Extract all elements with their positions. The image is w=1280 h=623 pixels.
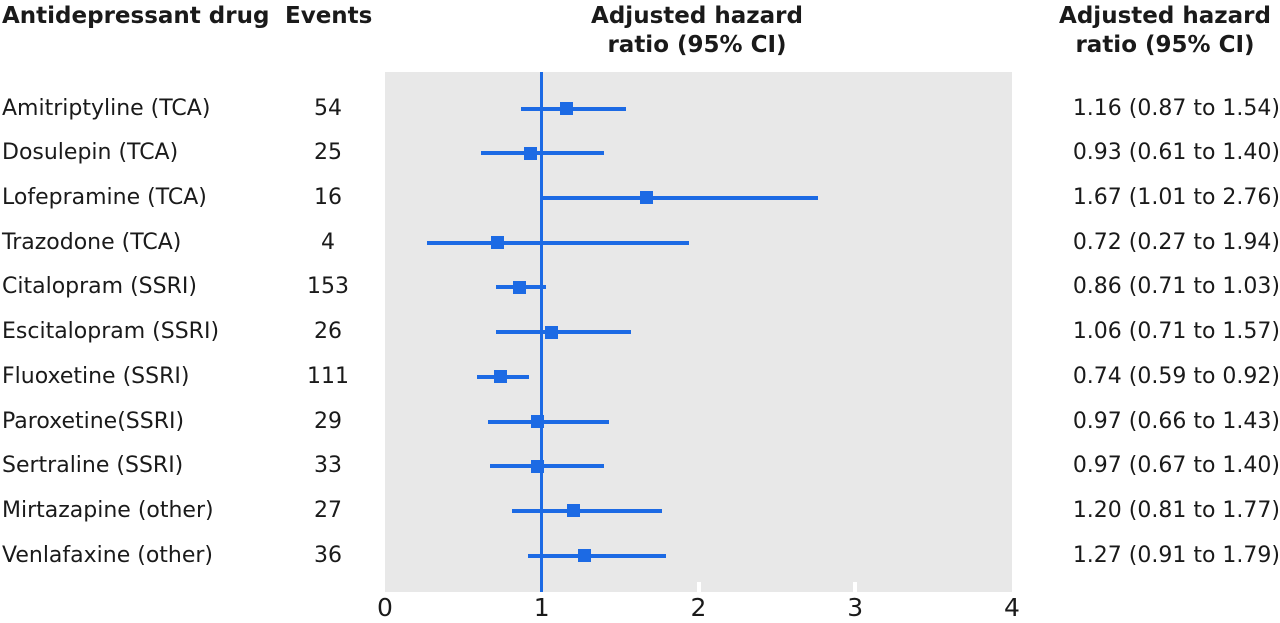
column-header-hazard-ratio-values: Adjusted hazard ratio (95% CI) (1015, 2, 1280, 60)
row-hazard-ratio-value: 0.93 (0.61 to 1.40) (1072, 140, 1280, 166)
row-events-count: 29 (314, 408, 342, 434)
x-tick-mark (853, 582, 858, 592)
confidence-interval-line (521, 106, 627, 111)
confidence-interval-line (496, 330, 632, 335)
values-header-line2: ratio (95% CI) (1075, 32, 1255, 58)
row-drug-label: Lofepramine (TCA) (2, 184, 207, 210)
row-events-count: 4 (321, 229, 335, 255)
row-hazard-ratio-value: 0.86 (0.71 to 1.03) (1072, 274, 1280, 300)
row-hazard-ratio-value: 0.97 (0.67 to 1.40) (1072, 453, 1280, 479)
row-hazard-ratio-value: 0.74 (0.59 to 0.92) (1072, 363, 1280, 389)
row-drug-label: Mirtazapine (other) (2, 497, 214, 523)
plot-header-line1: Adjusted hazard (591, 3, 803, 29)
values-header-line1: Adjusted hazard (1059, 3, 1271, 29)
x-tick-label: 2 (690, 593, 707, 622)
row-drug-label: Citalopram (SSRI) (2, 274, 197, 300)
point-estimate-marker (544, 325, 558, 339)
x-tick-label: 1 (533, 593, 550, 622)
confidence-interval-line (511, 508, 663, 513)
row-drug-label: Sertraline (SSRI) (2, 453, 184, 479)
row-drug-label: Trazodone (TCA) (2, 229, 182, 255)
point-estimate-marker (566, 504, 580, 518)
row-hazard-ratio-value: 1.67 (1.01 to 2.76) (1072, 184, 1280, 210)
row-drug-label: Amitriptyline (TCA) (2, 95, 211, 121)
x-tick-label: 0 (377, 593, 393, 622)
point-estimate-marker (494, 370, 508, 384)
row-events-count: 33 (314, 453, 342, 479)
column-header-hazard-ratio-plot: Adjusted hazard ratio (95% CI) (547, 2, 847, 60)
row-drug-label: Paroxetine(SSRI) (2, 408, 185, 434)
row-hazard-ratio-value: 0.97 (0.66 to 1.43) (1072, 408, 1280, 434)
confidence-interval-line (490, 464, 605, 469)
column-header-drug: Antidepressant drug (2, 3, 270, 29)
row-events-count: 27 (314, 497, 342, 523)
row-drug-label: Escitalopram (SSRI) (2, 319, 220, 345)
point-estimate-marker (530, 415, 544, 429)
confidence-interval-line (543, 195, 818, 200)
plot-area-background (385, 72, 1012, 592)
row-hazard-ratio-value: 1.06 (0.71 to 1.57) (1072, 319, 1280, 345)
row-events-count: 36 (314, 542, 342, 568)
point-estimate-marker (560, 102, 574, 115)
row-hazard-ratio-value: 1.27 (0.91 to 1.79) (1072, 542, 1280, 568)
row-hazard-ratio-value: 0.72 (0.27 to 1.94) (1072, 229, 1280, 255)
point-estimate-marker (513, 280, 527, 294)
confidence-interval-line (527, 553, 666, 558)
point-estimate-marker (530, 459, 544, 473)
confidence-interval-line (427, 240, 690, 245)
row-events-count: 153 (307, 274, 349, 300)
point-estimate-marker (640, 191, 654, 205)
row-hazard-ratio-value: 1.16 (0.87 to 1.54) (1072, 95, 1280, 121)
row-events-count: 16 (314, 184, 342, 210)
row-drug-label: Dosulepin (TCA) (2, 140, 179, 166)
row-drug-label: Venlafaxine (other) (2, 542, 214, 568)
confidence-interval-line (480, 151, 605, 156)
point-estimate-marker (577, 549, 591, 563)
row-hazard-ratio-value: 1.20 (0.81 to 1.77) (1072, 497, 1280, 523)
row-events-count: 54 (314, 95, 342, 121)
row-events-count: 26 (314, 319, 342, 345)
x-tick-mark (696, 582, 701, 592)
x-tick-label: 4 (1004, 593, 1020, 622)
row-drug-label: Fluoxetine (SSRI) (2, 363, 190, 389)
row-events-count: 25 (314, 140, 342, 166)
point-estimate-marker (491, 236, 505, 250)
row-events-count: 111 (307, 363, 349, 389)
confidence-interval-line (488, 419, 610, 424)
column-header-events: Events (285, 3, 373, 29)
x-tick-label: 3 (847, 593, 864, 622)
point-estimate-marker (524, 146, 538, 160)
plot-header-line2: ratio (95% CI) (607, 32, 787, 58)
